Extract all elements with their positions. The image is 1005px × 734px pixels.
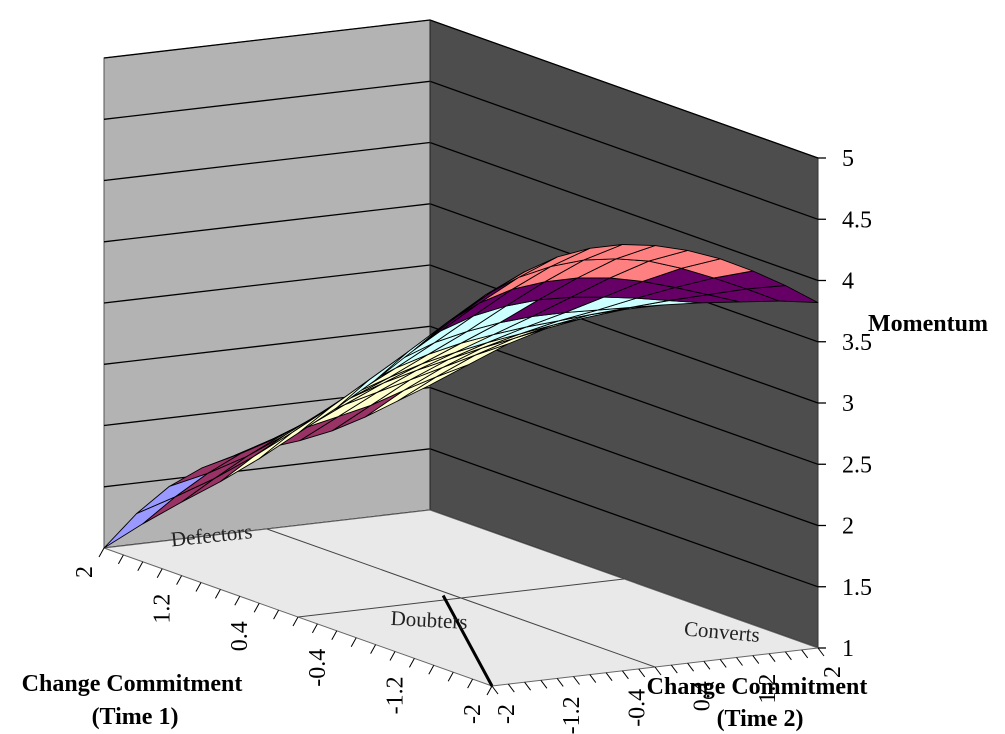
y-tick-label: 1.2 xyxy=(755,674,781,704)
y-tick-label: 2 xyxy=(820,666,846,678)
y-tick-label: -0.4 xyxy=(624,689,650,727)
y-tick-mark xyxy=(638,668,646,678)
x-tick-mark xyxy=(156,568,163,578)
y-tick-mark xyxy=(491,685,499,695)
z-tick-label: 2 xyxy=(842,514,854,540)
x-tick-mark xyxy=(98,547,105,558)
surface-patch xyxy=(452,271,526,320)
x-tick-mark xyxy=(292,616,299,627)
y-tick-mark xyxy=(540,679,548,689)
doubters-axis-line xyxy=(441,594,494,687)
y-tick-mark xyxy=(605,672,613,682)
x-tick-mark xyxy=(117,554,124,565)
x-tick-mark xyxy=(350,637,357,647)
x-tick-mark xyxy=(311,623,318,634)
x-tick-mark xyxy=(331,630,338,641)
x-tick-mark xyxy=(467,678,474,689)
y-tick-mark xyxy=(556,678,564,687)
z-tick-label: 3.5 xyxy=(842,330,872,356)
surface-mesh xyxy=(103,244,819,549)
x-tick-mark xyxy=(389,651,396,661)
z-tick-label: 4 xyxy=(842,269,854,295)
x-tick-mark xyxy=(486,685,493,696)
y-tick-mark xyxy=(507,683,515,693)
y-tick-label: -2 xyxy=(494,704,520,724)
y-tick-mark xyxy=(801,649,809,659)
z-tick-label: 2.5 xyxy=(842,452,872,478)
y-tick-label: 0.4 xyxy=(690,681,716,711)
y-tick-mark xyxy=(703,660,711,670)
x-axis-title: Change Commitment (Time 1) xyxy=(22,671,249,730)
x-tick-label: 2 xyxy=(72,566,98,578)
floor-divider xyxy=(297,578,625,618)
x-tick-mark xyxy=(214,589,221,599)
y-tick-mark xyxy=(785,651,792,661)
y-tick-mark xyxy=(719,659,727,668)
z-tick-label: 1.5 xyxy=(842,575,872,601)
x-tick-mark xyxy=(253,602,260,613)
x-tick-mark xyxy=(176,575,183,585)
x-tick-mark xyxy=(234,596,241,606)
floor-region-label: Doubters xyxy=(390,606,468,634)
y-tick-label: -1.2 xyxy=(559,696,585,734)
x-tick-mark xyxy=(195,582,202,592)
x-tick-label: 1.2 xyxy=(150,594,176,624)
x-tick-mark xyxy=(370,644,377,654)
x-tick-mark xyxy=(273,609,280,620)
z-tick-label: 3 xyxy=(842,391,854,417)
y-axis-title-line-2: (Time 2) xyxy=(717,706,804,732)
x-tick-label: -0.4 xyxy=(305,649,331,687)
y-tick-mark xyxy=(670,664,678,674)
y-tick-mark xyxy=(752,655,760,664)
chart-walls xyxy=(103,19,819,649)
z-tick-label: 1 xyxy=(842,636,854,662)
y-tick-mark xyxy=(687,662,694,672)
axis-ticks: 1 1.5 2 2.5 3 3.5 4 4.5 5 2 1.2 0.4 -0.4 -1.2 -2 -2 -1.2… xyxy=(72,146,872,734)
x-tick-label: 0.4 xyxy=(227,621,253,651)
y-tick-mark xyxy=(573,676,580,685)
z-axis-title: Momentum xyxy=(868,311,988,337)
y-axis-title: Change Commitment (Time 2) xyxy=(647,674,874,732)
y-tick-mark xyxy=(768,653,776,663)
y-axis-title-line-1: Change Commitment xyxy=(647,674,868,700)
x-tick-mark xyxy=(428,665,435,675)
x-tick-mark xyxy=(137,561,144,572)
y-tick-mark xyxy=(589,674,597,683)
y-tick-mark xyxy=(622,670,629,680)
x-tick-mark xyxy=(408,658,415,668)
x-axis-title-line-2: (Time 1) xyxy=(92,704,179,730)
y-tick-mark xyxy=(736,657,743,666)
x-tick-mark xyxy=(447,671,454,682)
x-tick-label: -2 xyxy=(460,704,486,724)
x-tick-label: -1.2 xyxy=(382,676,408,714)
y-tick-mark xyxy=(817,647,825,657)
z-tick-label: 5 xyxy=(842,146,854,172)
z-tick-label: 4.5 xyxy=(842,207,872,233)
y-tick-mark xyxy=(524,681,531,691)
x-axis-title-line-1: Change Commitment xyxy=(22,671,243,697)
y-tick-mark xyxy=(654,666,662,676)
